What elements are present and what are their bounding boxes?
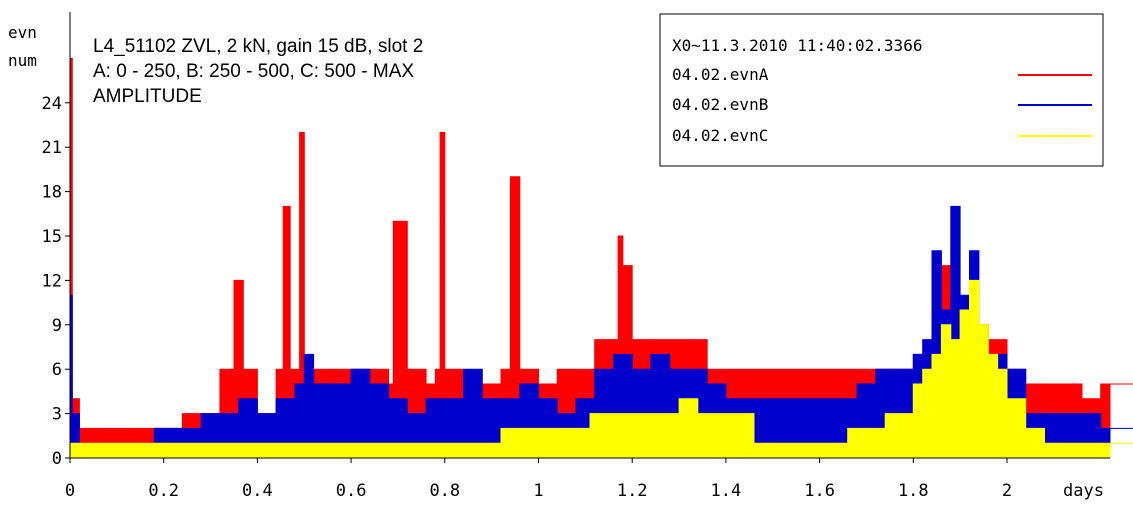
x-tick-label: 1.4 (711, 481, 742, 501)
x-axis-label: days (1063, 481, 1104, 501)
y-tick-label: 15 (42, 227, 62, 247)
title-line-1: L4_51102 ZVL, 2 kN, gain 15 dB, slot 2 (93, 36, 423, 57)
x-tick-label: 0 (65, 481, 75, 501)
y-tick-group: 0 3 6 9 12 15 18 21 24 (42, 94, 70, 469)
legend-entry-c: 04.02.evnC (672, 126, 768, 145)
y-tick-label: 24 (42, 94, 62, 114)
x-tick-label: 0.6 (336, 481, 367, 501)
x-tick-label: 0.8 (429, 481, 460, 501)
x-tick-group: 0 0.2 0.4 0.6 0.8 1 1.2 1.4 1.6 1.8 2 (65, 458, 1012, 501)
title-line-2: A: 0 - 250, B: 250 - 500, C: 500 - MAX (93, 61, 414, 82)
x-tick-label: 0.2 (148, 481, 179, 501)
y-tick-label: 9 (52, 316, 62, 336)
legend-header: X0~11.3.2010 11:40:02.3366 (672, 36, 922, 55)
y-tick-label: 21 (42, 138, 62, 158)
chart-title: L4_51102 ZVL, 2 kN, gain 15 dB, slot 2 A… (93, 36, 423, 107)
series-04-02-evnC (69, 279, 1133, 459)
y-tick-label: 0 (52, 449, 62, 469)
plot-area: 0 0.2 0.4 0.6 0.8 1 1.2 1.4 1.6 1.8 2 0 3 6 9 12 15 18 21… (42, 12, 1133, 501)
x-tick-label: 1 (533, 481, 543, 501)
x-tick-label: 1.8 (898, 481, 929, 501)
series-layer (69, 57, 1133, 459)
legend-entry-a: 04.02.evnA (672, 65, 769, 84)
legend: X0~11.3.2010 11:40:02.3366 04.02.evnA 04… (659, 13, 1104, 167)
y-tick-label: 3 (52, 405, 62, 425)
x-tick-label: 0.4 (242, 481, 273, 501)
title-line-3: AMPLITUDE (93, 86, 202, 107)
y-tick-label: 12 (42, 271, 62, 291)
y-axis-label-line-2: num (8, 51, 37, 70)
x-tick-label: 1.6 (804, 481, 835, 501)
y-axis-label-line-1: evn (8, 23, 37, 42)
x-tick-label: 1.2 (617, 481, 648, 501)
legend-entry-b: 04.02.evnB (672, 95, 768, 114)
y-tick-label: 18 (42, 183, 62, 203)
y-tick-label: 6 (52, 360, 62, 380)
x-tick-label: 2 (1002, 481, 1012, 501)
legend-box (659, 13, 1104, 167)
